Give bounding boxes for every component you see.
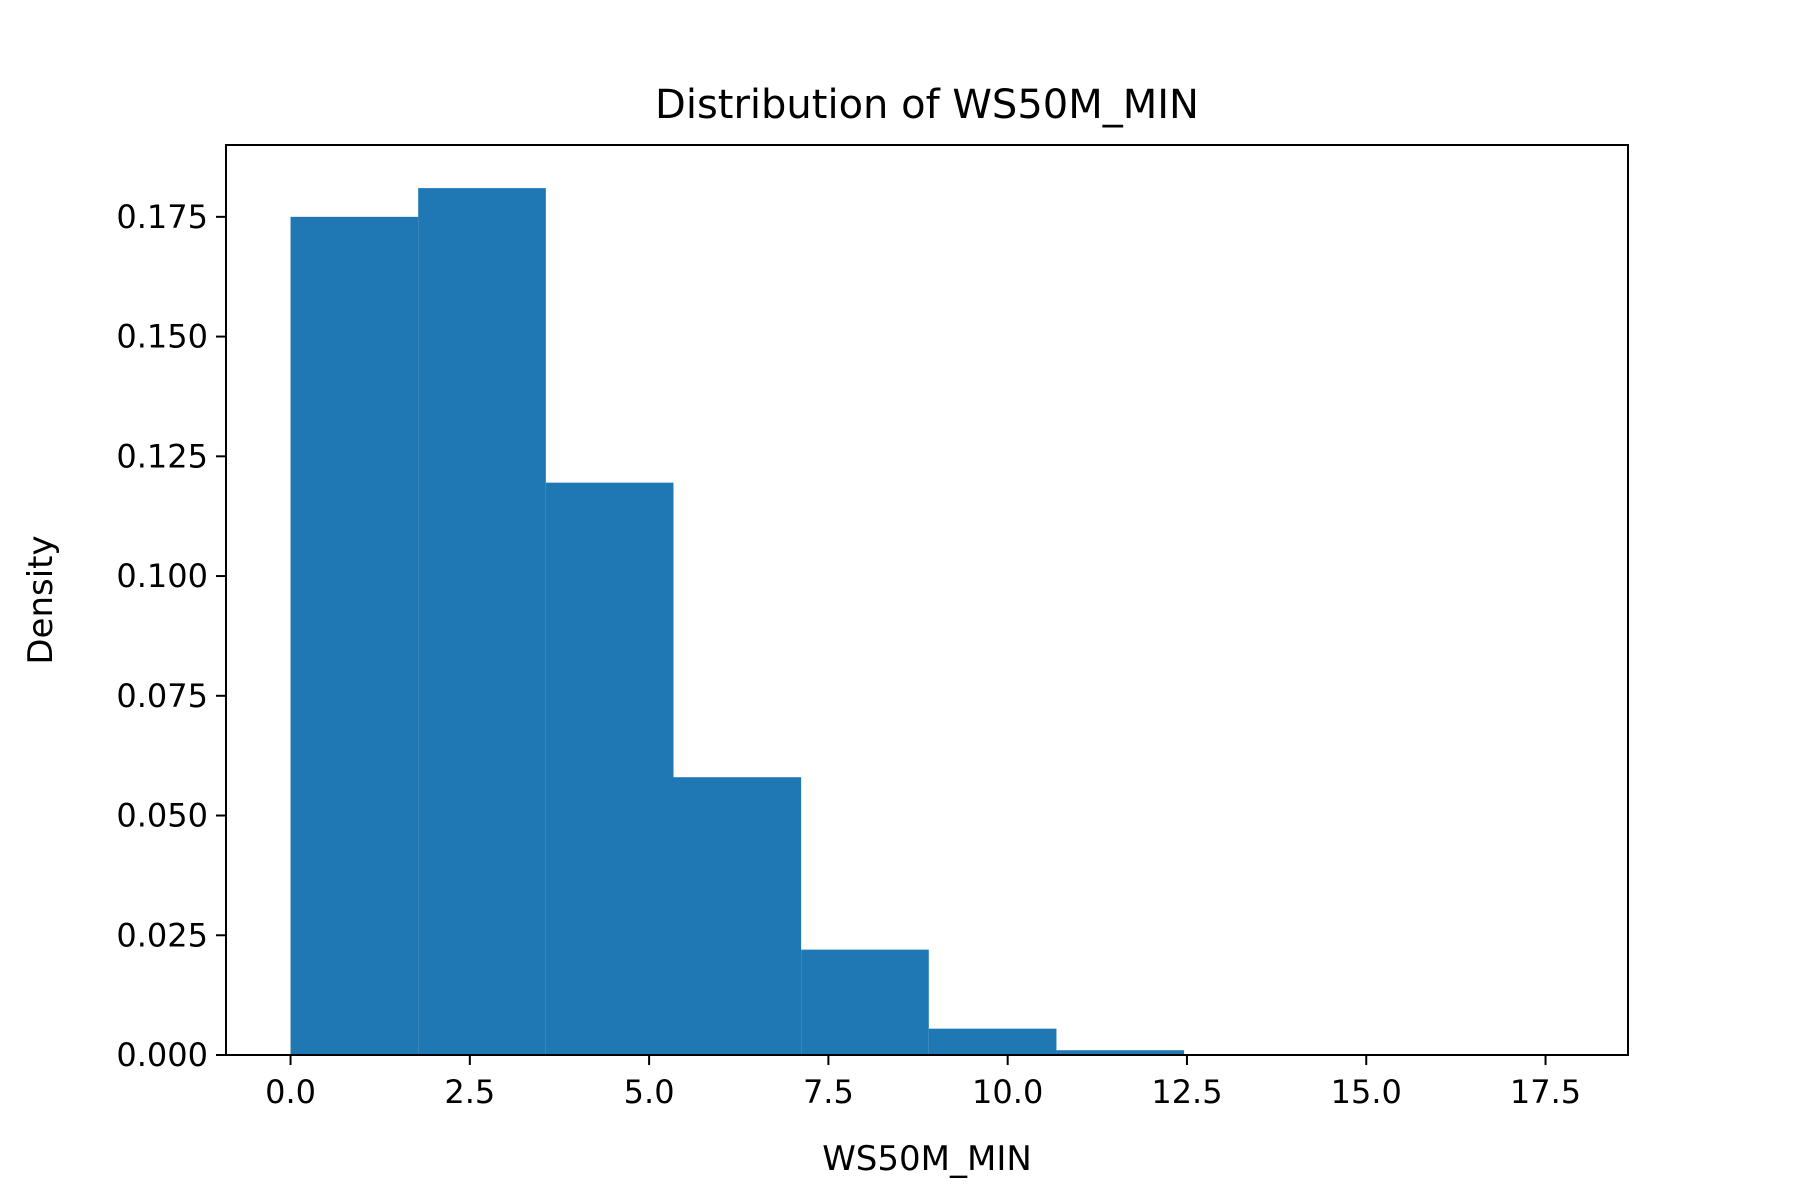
x-tick-label: 7.5 [803, 1073, 854, 1111]
y-tick-label: 0.075 [116, 677, 208, 715]
histogram-bar [673, 777, 802, 1055]
x-tick-label: 17.5 [1510, 1073, 1581, 1111]
y-tick-label: 0.125 [116, 437, 208, 475]
histogram-bar [1056, 1050, 1185, 1055]
y-tick-label: 0.000 [116, 1036, 208, 1074]
x-tick-label: 2.5 [444, 1073, 495, 1111]
histogram-bar [290, 216, 419, 1055]
histogram-bar [545, 482, 674, 1055]
histogram-bar [418, 188, 546, 1055]
x-tick-label: 10.0 [972, 1073, 1043, 1111]
plot-frame [225, 144, 1629, 1056]
x-tick-label: 5.0 [624, 1073, 675, 1111]
histogram-bar [801, 949, 929, 1055]
x-tick-label: 15.0 [1331, 1073, 1402, 1111]
x-axis-title: WS50M_MIN [822, 1139, 1032, 1179]
x-tick-label: 12.5 [1151, 1073, 1222, 1111]
y-tick-label: 0.175 [116, 198, 208, 236]
y-tick-label: 0.050 [116, 797, 208, 835]
y-tick-label: 0.025 [116, 916, 208, 954]
x-axis-ticks: 0.0 2.5 5.0 7.5 10.0 12.5 15.0 17.5 [265, 1055, 1581, 1111]
x-tick-label: 0.0 [265, 1073, 316, 1111]
y-axis-ticks: 0.000 0.025 0.050 0.075 0.100 0.125 0.150 0.175 [116, 198, 226, 1074]
histogram-bar [928, 1028, 1057, 1055]
chart-title: Distribution of WS50M_MIN [655, 82, 1199, 128]
y-tick-label: 0.150 [116, 318, 208, 356]
y-axis-title: Density [21, 535, 61, 664]
histogram-bars [290, 188, 1568, 1055]
y-tick-label: 0.100 [116, 557, 208, 595]
